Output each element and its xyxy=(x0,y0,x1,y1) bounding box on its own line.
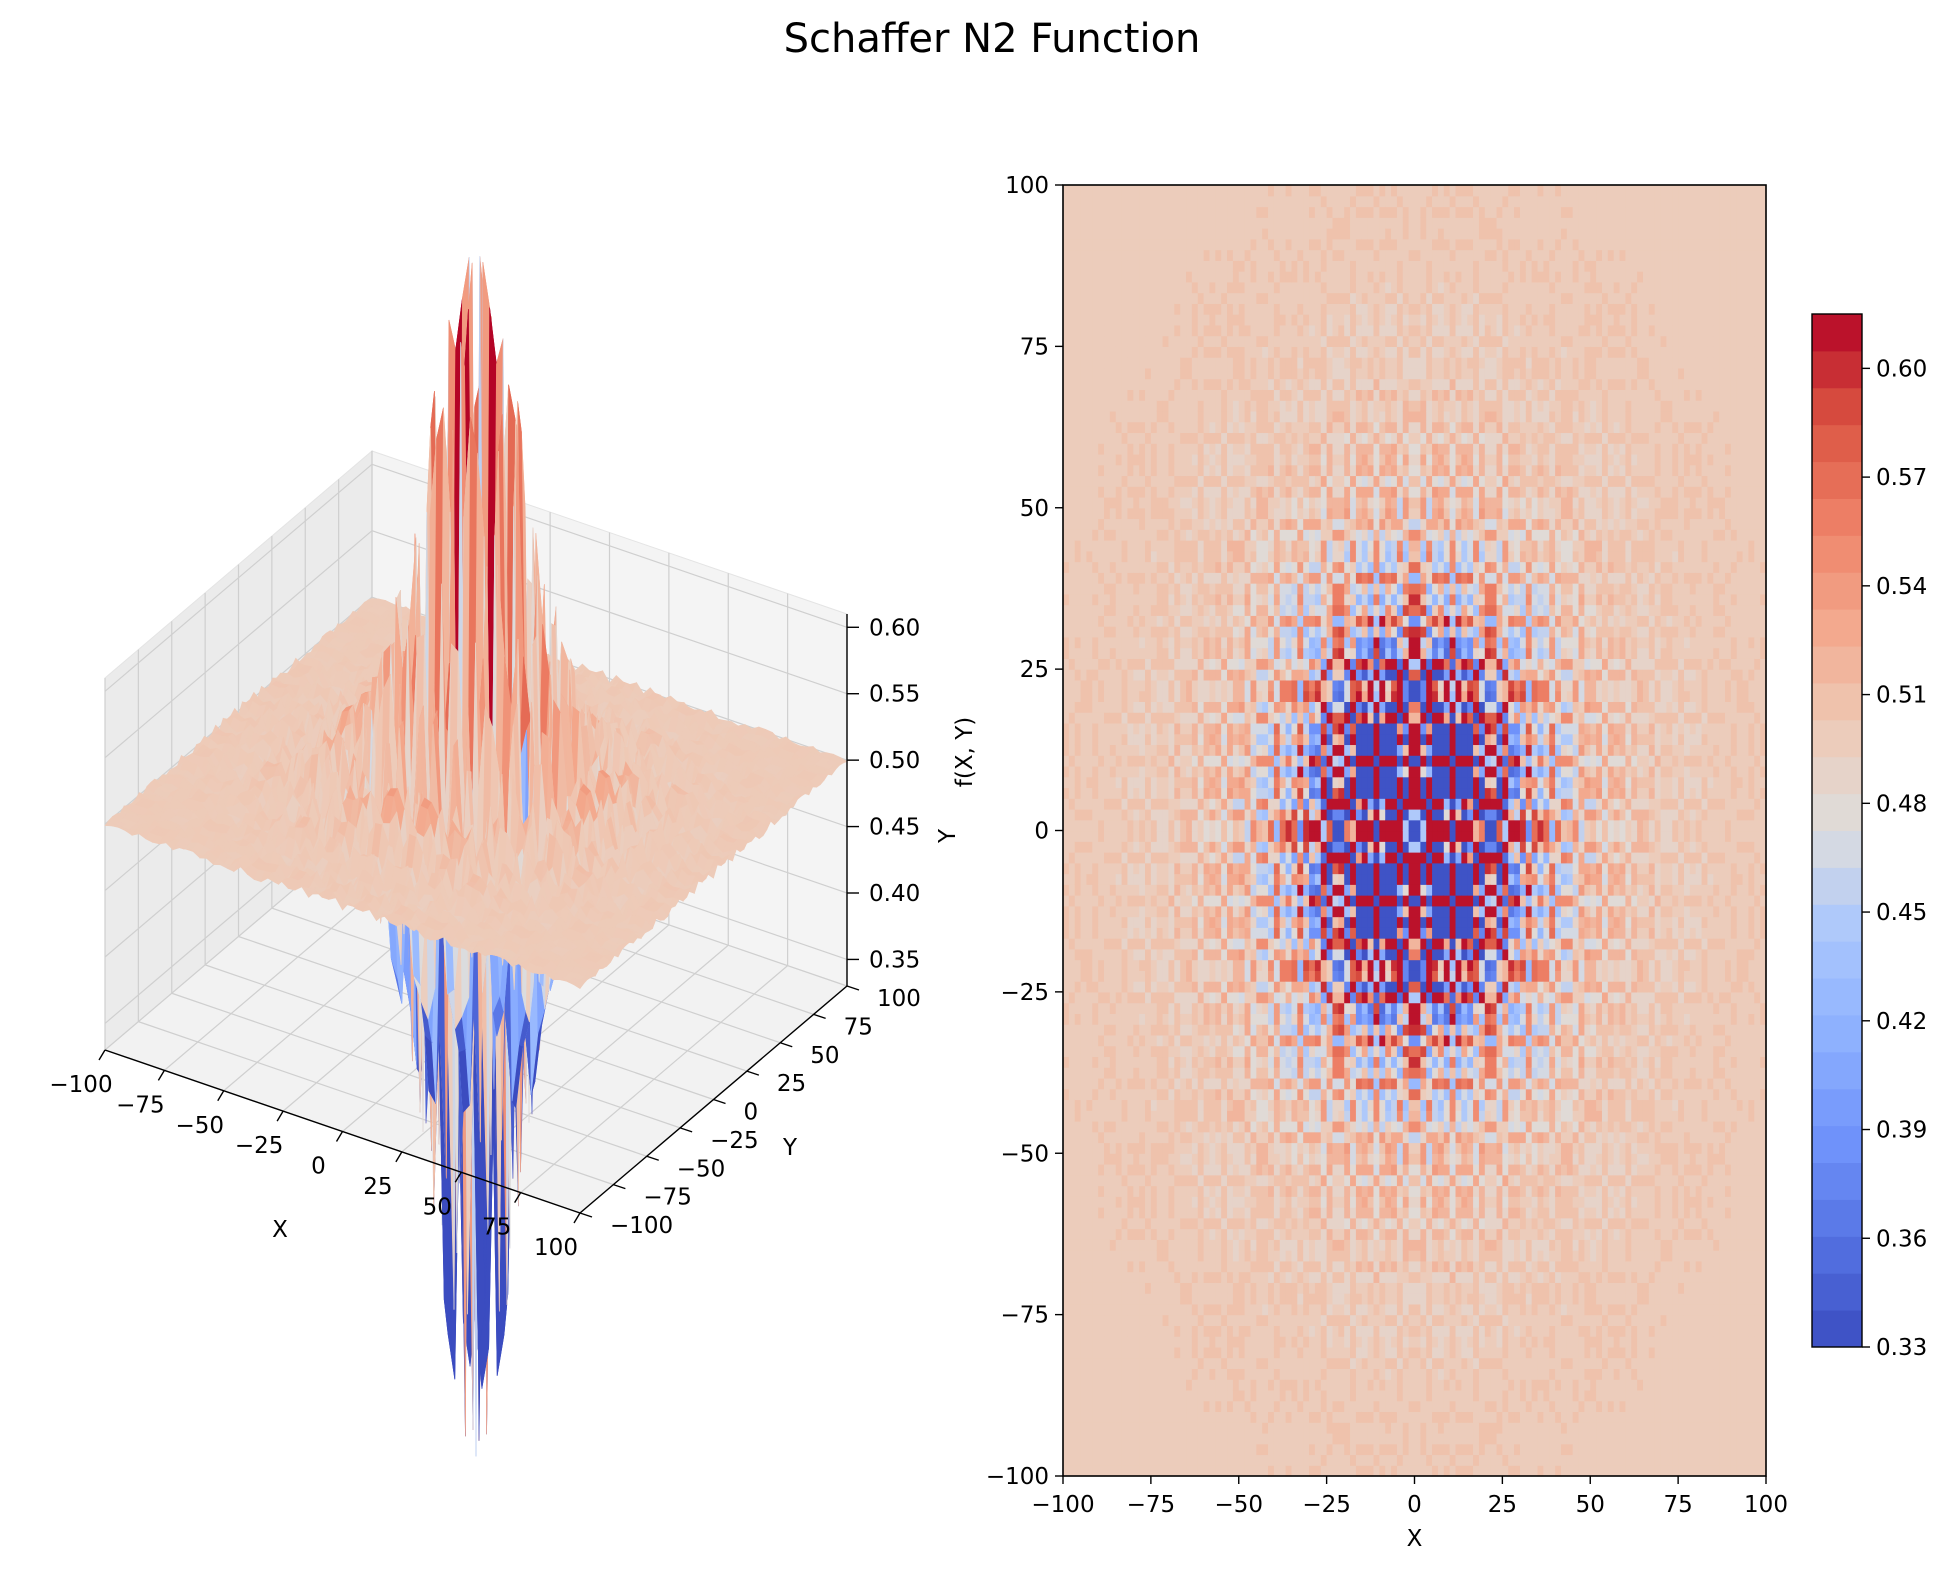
x-axis-tick xyxy=(157,1070,165,1081)
x-axis-tick xyxy=(573,1212,581,1224)
x-axis-tick-label: −75 xyxy=(116,1092,165,1118)
y-axis-tick xyxy=(780,1042,793,1048)
surface-3d-plot: −100−75−50−250255075100−100−75−50−250255… xyxy=(49,256,978,1457)
surface-mesh xyxy=(104,256,848,1457)
x-axis-tick-label: −25 xyxy=(235,1133,284,1159)
x-axis-tick xyxy=(395,1151,403,1163)
x-axis-tick-label: 25 xyxy=(363,1174,392,1200)
y-axis-tick xyxy=(846,985,860,991)
figure-title: Schaffer N2 Function xyxy=(784,16,1201,62)
y-axis-tick-label: −75 xyxy=(643,1185,692,1211)
x-axis-tick-label: 0 xyxy=(311,1154,326,1180)
x-axis-tick-label: −100 xyxy=(49,1072,112,1098)
x-axis-tick xyxy=(98,1049,106,1061)
x-axis-tick xyxy=(514,1192,522,1203)
x-axis-tick xyxy=(335,1131,344,1142)
y-axis-tick-label: 25 xyxy=(777,1071,806,1097)
x-axis-tick xyxy=(217,1090,225,1102)
x-axis-tick xyxy=(276,1110,284,1122)
y-axis-tick xyxy=(579,1212,593,1218)
gridline xyxy=(104,463,373,692)
z-axis-tick-label: 0.35 xyxy=(869,947,920,973)
y-axis-tick-label: 75 xyxy=(844,1014,873,1040)
y-axis-tick-label: 100 xyxy=(877,986,921,1012)
y-axis-tick-label: −50 xyxy=(677,1156,726,1182)
y-axis-tick xyxy=(746,1070,760,1076)
gridline xyxy=(520,965,789,1194)
y-axis-tick xyxy=(646,1155,659,1161)
y-axis-tick-label: 0 xyxy=(744,1100,759,1126)
y-axis-tick-label: −25 xyxy=(710,1128,759,1154)
y-axis-tick xyxy=(613,1183,626,1190)
x-axis-tick-label: 75 xyxy=(482,1215,511,1241)
y-axis-tick-label: −100 xyxy=(610,1213,673,1239)
x-axis-tick-label: 100 xyxy=(534,1235,578,1261)
x-axis-tick-label: −50 xyxy=(175,1113,224,1139)
y-axis-tick xyxy=(713,1098,726,1105)
x-axis-tick-label: 50 xyxy=(423,1194,452,1220)
y-axis-tick xyxy=(679,1127,693,1133)
y-axis-tick xyxy=(813,1013,826,1020)
y-axis-tick-label: 50 xyxy=(810,1043,839,1069)
gridline xyxy=(104,530,373,759)
